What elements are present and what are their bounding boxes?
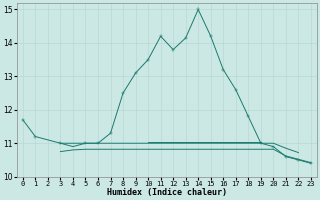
X-axis label: Humidex (Indice chaleur): Humidex (Indice chaleur) [107, 188, 227, 197]
